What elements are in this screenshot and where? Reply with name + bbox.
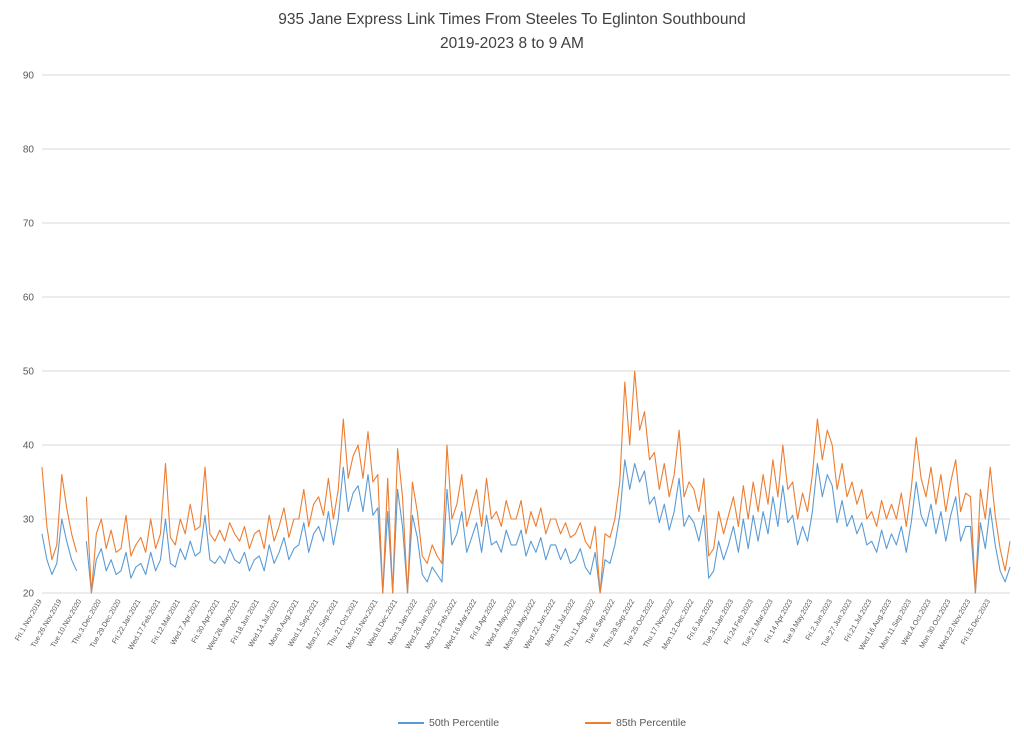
y-axis-label: 30 [23,515,35,526]
y-axis-label: 70 [23,219,35,230]
legend-label-50th: 50th Percentile [429,717,499,729]
legend-label-85th: 85th Percentile [616,717,686,729]
chart-title-line1: 935 Jane Express Link Times From Steeles… [278,11,746,28]
y-axis-label: 40 [23,441,35,452]
y-axis-label: 20 [23,589,35,600]
series-line-50th [41,459,1011,594]
y-axis-label: 80 [23,145,35,156]
series-line-85th [41,370,1011,594]
y-axis-label: 50 [23,367,35,378]
y-axis-label: 60 [23,293,35,304]
y-axis-label: 90 [23,71,35,82]
chart-title-line2: 2019-2023 8 to 9 AM [440,35,584,53]
chart-title: 935 Jane Express Link Times From Steeles… [0,8,1024,56]
